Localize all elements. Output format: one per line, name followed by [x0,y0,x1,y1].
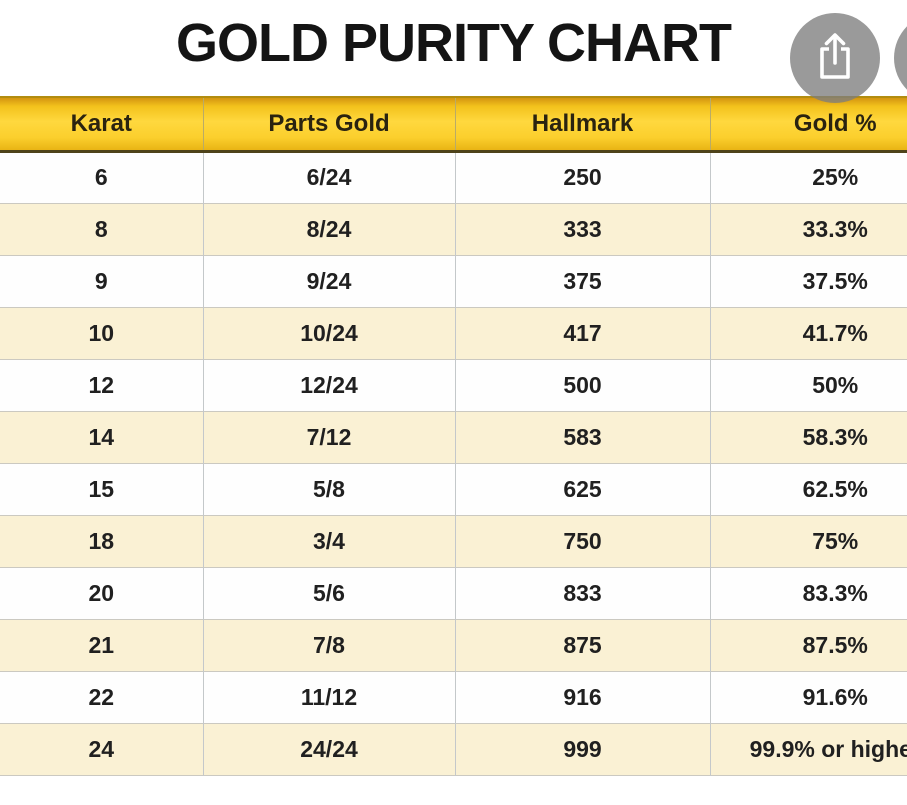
column-header-karat: Karat [0,96,204,153]
table-header: Karat Parts Gold Hallmark Gold % [0,96,907,153]
table-cell: 12/24 [203,359,456,411]
column-header-hallmark: Hallmark [455,96,711,153]
table-cell: 333 [455,203,711,255]
table-cell: 625 [455,463,711,515]
table-cell: 10 [0,307,204,359]
table-cell: 62.5% [802,475,868,502]
table-cell: 10/24 [203,307,456,359]
table-cell: 9 [0,255,204,307]
table-cell: 8/24 [203,203,456,255]
table-cell: 24 [0,723,204,775]
table-cell: 87.5% [802,631,868,658]
table-cell: 7/12 [203,411,456,463]
table-cell: 11/12 [203,671,456,723]
table-cell: 750 [455,515,711,567]
table-cell: 250 [455,151,711,203]
table-cell: 20 [0,567,204,619]
table-cell: 916 [455,671,711,723]
table-cell: 41.7% [802,319,868,346]
table-cell: 875 [455,619,711,671]
ios-share-icon [813,32,857,84]
table-cell: 33.3% [802,215,868,242]
column-header-parts-gold: Parts Gold [203,96,456,153]
table-row: 20 5/6 833 83.3% [0,567,907,619]
table-cell: 91.6% [802,683,868,710]
page-title: GOLD PURITY CHART [175,13,732,73]
table-body: 6 6/24 250 25% 8 8/24 333 33.3% 9 9/24 375 37.5% 10 1… [0,151,907,775]
table-row: 15 5/8 625 62.5% [0,463,907,515]
table-row: 21 7/8 875 87.5% [0,619,907,671]
table-cell: 375 [455,255,711,307]
table-cell: 5/8 [203,463,456,515]
column-header-gold-percent: Gold % [710,96,907,153]
table-cell: 999 [455,723,711,775]
table-cell: 18 [0,515,204,567]
table-row: 24 24/24 999 99.9% or higher [0,723,907,775]
table-row: 8 8/24 333 33.3% [0,203,907,255]
table-header-row: Karat Parts Gold Hallmark Gold % [0,96,907,153]
table-cell: 37.5% [802,267,868,294]
table-cell: 75% [812,527,859,554]
gold-purity-table: Karat Parts Gold Hallmark Gold % 6 6/24 25… [0,96,907,776]
table-cell: 15 [0,463,204,515]
table-row: 10 10/24 417 41.7% [0,307,907,359]
table-cell: 6 [0,151,204,203]
table-cell: 583 [455,411,711,463]
table-cell: 25% [812,164,859,190]
table-cell: 21 [0,619,204,671]
table-cell: 9/24 [203,255,456,307]
table-row: 14 7/12 583 58.3% [0,411,907,463]
table-cell: 22 [0,671,204,723]
table-row: 22 11/12 916 91.6% [0,671,907,723]
table-cell: 24/24 [203,723,456,775]
table-cell: 500 [455,359,711,411]
table-cell: 99.9% or higher [749,735,907,762]
table-cell: 7/8 [203,619,456,671]
table-cell: 5/6 [203,567,456,619]
table-row: 6 6/24 250 25% [0,151,907,203]
table-cell: 14 [0,411,204,463]
table-row: 12 12/24 500 50% [0,359,907,411]
table-cell: 6/24 [203,151,456,203]
table-cell: 12 [0,359,204,411]
table-cell: 58.3% [802,423,868,450]
share-button[interactable] [790,13,880,103]
table-cell: 833 [455,567,711,619]
table-row: 18 3/4 750 75% [0,515,907,567]
table-row: 9 9/24 375 37.5% [0,255,907,307]
table-cell: 50% [812,371,859,398]
table-cell: 3/4 [203,515,456,567]
table-cell: 8 [0,203,204,255]
table-cell: 83.3% [802,579,868,606]
table-cell: 417 [455,307,711,359]
gold-purity-table-container: Karat Parts Gold Hallmark Gold % 6 6/24 25… [0,96,907,776]
